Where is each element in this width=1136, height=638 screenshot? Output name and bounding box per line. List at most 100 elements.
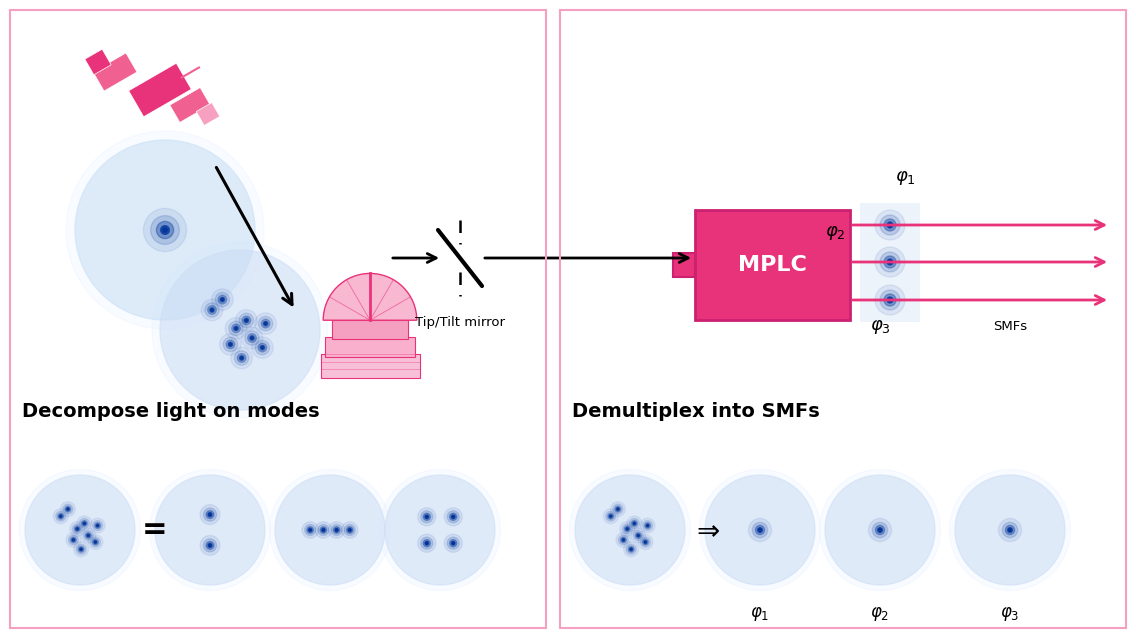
Circle shape xyxy=(19,470,141,591)
Ellipse shape xyxy=(451,542,456,545)
Ellipse shape xyxy=(884,294,896,306)
Ellipse shape xyxy=(643,539,649,545)
Ellipse shape xyxy=(888,223,892,226)
Circle shape xyxy=(385,475,495,585)
Circle shape xyxy=(379,470,501,591)
Ellipse shape xyxy=(76,528,78,530)
Ellipse shape xyxy=(87,535,103,549)
Ellipse shape xyxy=(241,327,262,349)
Ellipse shape xyxy=(74,542,89,557)
Text: $\varphi_1$: $\varphi_1$ xyxy=(895,169,916,187)
Ellipse shape xyxy=(94,542,97,543)
Ellipse shape xyxy=(234,351,249,365)
Ellipse shape xyxy=(90,518,105,533)
Ellipse shape xyxy=(633,531,643,540)
Ellipse shape xyxy=(887,297,893,303)
Ellipse shape xyxy=(53,509,68,524)
Ellipse shape xyxy=(644,523,651,528)
Ellipse shape xyxy=(644,542,646,543)
Ellipse shape xyxy=(235,327,237,329)
Ellipse shape xyxy=(68,535,78,545)
Ellipse shape xyxy=(646,524,649,527)
Ellipse shape xyxy=(627,528,628,530)
Circle shape xyxy=(75,140,254,320)
Ellipse shape xyxy=(73,524,82,534)
Bar xyxy=(695,210,850,320)
Ellipse shape xyxy=(884,219,896,231)
Ellipse shape xyxy=(261,346,264,349)
Ellipse shape xyxy=(444,534,462,553)
Ellipse shape xyxy=(219,334,241,355)
Ellipse shape xyxy=(875,247,905,277)
Ellipse shape xyxy=(97,525,99,526)
Ellipse shape xyxy=(228,321,243,336)
Text: $\Rightarrow$: $\Rightarrow$ xyxy=(692,516,720,544)
Ellipse shape xyxy=(244,318,249,323)
Ellipse shape xyxy=(879,529,882,531)
Ellipse shape xyxy=(72,538,75,542)
Ellipse shape xyxy=(223,338,237,352)
Ellipse shape xyxy=(887,222,893,228)
Ellipse shape xyxy=(342,522,358,538)
Ellipse shape xyxy=(452,542,454,544)
Ellipse shape xyxy=(331,524,342,535)
Ellipse shape xyxy=(220,297,225,302)
Ellipse shape xyxy=(759,529,761,531)
Ellipse shape xyxy=(77,516,92,531)
Ellipse shape xyxy=(635,533,641,538)
Ellipse shape xyxy=(59,515,62,517)
Ellipse shape xyxy=(302,522,318,538)
Ellipse shape xyxy=(626,544,636,554)
Ellipse shape xyxy=(215,292,229,307)
Ellipse shape xyxy=(627,516,642,531)
Ellipse shape xyxy=(309,528,312,531)
Ellipse shape xyxy=(638,535,653,549)
Ellipse shape xyxy=(749,519,771,542)
Ellipse shape xyxy=(60,501,75,517)
Bar xyxy=(10,10,546,628)
Ellipse shape xyxy=(633,522,636,525)
Ellipse shape xyxy=(868,519,892,542)
Ellipse shape xyxy=(210,308,215,312)
Ellipse shape xyxy=(201,299,223,321)
Ellipse shape xyxy=(328,522,345,538)
Ellipse shape xyxy=(758,528,762,532)
Ellipse shape xyxy=(623,539,624,540)
Ellipse shape xyxy=(344,524,356,535)
Circle shape xyxy=(150,470,270,591)
Ellipse shape xyxy=(323,529,324,531)
Ellipse shape xyxy=(335,528,339,531)
Ellipse shape xyxy=(78,546,84,553)
Ellipse shape xyxy=(206,510,214,519)
Ellipse shape xyxy=(608,514,613,519)
Ellipse shape xyxy=(618,535,628,545)
Bar xyxy=(860,203,920,322)
Ellipse shape xyxy=(624,542,638,557)
Ellipse shape xyxy=(603,509,618,524)
Ellipse shape xyxy=(251,337,253,339)
Ellipse shape xyxy=(616,533,630,547)
Ellipse shape xyxy=(425,515,428,519)
Ellipse shape xyxy=(157,221,174,239)
Ellipse shape xyxy=(880,252,900,272)
Bar xyxy=(560,10,1126,628)
Circle shape xyxy=(950,470,1070,591)
Ellipse shape xyxy=(260,345,265,350)
Ellipse shape xyxy=(208,512,212,517)
Polygon shape xyxy=(93,53,137,91)
Ellipse shape xyxy=(620,537,626,543)
Ellipse shape xyxy=(66,533,81,547)
Ellipse shape xyxy=(232,324,241,333)
Ellipse shape xyxy=(60,516,61,517)
Ellipse shape xyxy=(85,533,91,538)
Ellipse shape xyxy=(229,343,232,346)
Ellipse shape xyxy=(265,323,267,325)
Ellipse shape xyxy=(1009,529,1011,531)
Ellipse shape xyxy=(231,347,252,369)
Ellipse shape xyxy=(637,535,638,537)
Ellipse shape xyxy=(880,290,900,310)
Ellipse shape xyxy=(211,289,233,311)
Ellipse shape xyxy=(629,548,633,551)
Ellipse shape xyxy=(880,215,900,235)
Text: $\varphi_3$: $\varphi_3$ xyxy=(869,318,891,336)
